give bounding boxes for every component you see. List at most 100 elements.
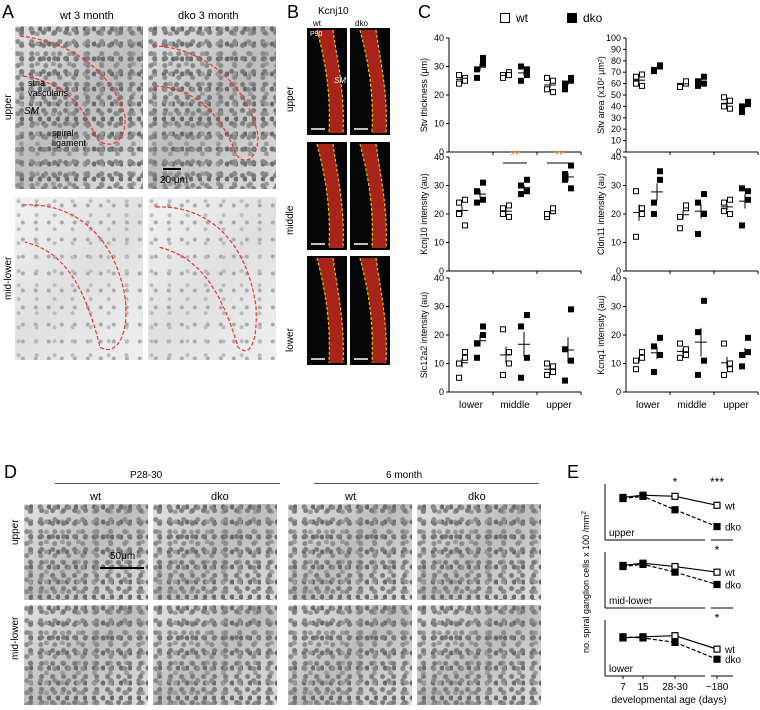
dko-point <box>568 306 574 313</box>
wt-point <box>462 222 468 229</box>
dko-line <box>622 636 676 643</box>
dko-point <box>695 230 701 237</box>
dko-point <box>695 329 701 336</box>
y-axis-label: Stv thickness (μm) <box>419 58 429 132</box>
dko-point <box>524 354 530 361</box>
wt-point <box>727 366 733 373</box>
panel-a-upper-wt-image <box>15 26 143 189</box>
wt-point <box>677 354 683 361</box>
panel-b-row-middle: middle <box>285 205 296 235</box>
scatter-plot-C5: 0 10 20 30 40 Slc12a2 intensity (au) lower midd… <box>419 273 582 411</box>
wt-point <box>721 94 727 101</box>
dko-point <box>745 334 751 341</box>
dko-label: dko <box>725 580 742 591</box>
panel-d-row-upper: upper <box>10 519 21 545</box>
wt-point <box>683 78 689 85</box>
dko-point <box>524 188 530 195</box>
wt-point <box>633 80 639 87</box>
dko-point <box>562 86 568 93</box>
panel-b-tag: P90 <box>310 31 323 38</box>
wt-point <box>506 349 512 356</box>
dko-point <box>739 222 745 229</box>
wt-point <box>456 211 462 217</box>
dko-point <box>518 182 524 189</box>
dko-point <box>474 66 480 73</box>
wt-point <box>633 73 639 80</box>
wt-point <box>727 211 733 217</box>
panel-d-group2: 6 month <box>386 470 423 481</box>
subplot-label: mid-lower <box>609 596 653 607</box>
wt-point <box>639 205 645 212</box>
panel-a-col-wt: wt 3 month <box>60 10 114 22</box>
y-tick-label: 10 <box>434 119 444 129</box>
x-tick-label: lower <box>636 400 661 411</box>
wt-point <box>639 211 645 217</box>
panel-b-image-lower-wt <box>307 256 347 365</box>
wt-point <box>456 80 462 87</box>
wt-point <box>721 199 727 206</box>
wt-point <box>713 645 721 653</box>
dko-point <box>745 188 751 195</box>
y-tick-label: 70 <box>611 67 621 77</box>
panel-d-upper-p28-wt <box>24 504 148 600</box>
dko-point <box>657 63 663 70</box>
subplot-label: upper <box>609 528 635 539</box>
y-tick-label: 20 <box>434 209 444 219</box>
y-tick-label: 100 <box>606 33 621 43</box>
y-tick-label: 10 <box>434 359 444 369</box>
dko-point <box>619 562 627 571</box>
panel-d-letter: D <box>4 462 17 482</box>
y-tick-label: 30 <box>434 181 444 191</box>
x-tick-label: 28-30 <box>662 682 688 693</box>
legend-wt-label: wt <box>516 11 528 25</box>
dko-point <box>671 568 679 576</box>
wt-label: wt <box>724 568 735 579</box>
dko-point <box>480 196 486 203</box>
dko-point <box>524 66 530 73</box>
dko-point <box>568 185 574 192</box>
dko-point <box>701 211 707 217</box>
dko-point <box>524 312 530 319</box>
y-axis-label: no. spiral ganglion cells x 100 /mm2 <box>581 511 592 653</box>
y-tick-label: 0 <box>616 147 621 157</box>
panel-d-col-3: wt <box>345 491 356 503</box>
y-tick-label: 0 <box>616 387 621 397</box>
y-tick-label: 60 <box>611 79 621 89</box>
dko-point <box>480 332 486 338</box>
label-spiral-ligament: spiral ligament <box>52 128 87 148</box>
wt-point <box>633 188 639 195</box>
dko-point <box>695 199 701 206</box>
y-tick-label: 0 <box>439 147 444 157</box>
wt-point <box>506 202 512 209</box>
y-axis-label: Kcnj10 intensity (au) <box>419 173 429 255</box>
wt-point <box>639 82 645 89</box>
dko-point <box>480 179 486 186</box>
wt-point <box>633 233 639 240</box>
dko-point <box>480 54 486 61</box>
wt-line-late <box>674 565 718 573</box>
wt-point <box>727 97 733 104</box>
y-axis-label: Kcnq1 intensity (au) <box>596 295 606 375</box>
y-tick-label: 10 <box>611 359 621 369</box>
significance-label: ** <box>510 148 520 162</box>
panel-d-upper-6m-dko <box>417 504 541 600</box>
legend-dko-marker <box>567 13 577 23</box>
y-tick-label: 40 <box>611 152 621 162</box>
wt-point <box>456 360 462 367</box>
x-tick-label: 7 <box>620 682 626 693</box>
y-tick-label: 10 <box>434 238 444 248</box>
wt-point <box>462 354 468 361</box>
wt-point <box>462 349 468 356</box>
dko-point <box>619 494 627 503</box>
dko-point <box>518 191 524 198</box>
panel-d-group1: P28-30 <box>130 470 163 481</box>
wt-point <box>639 354 645 361</box>
dko-point <box>524 72 530 79</box>
panel-b-col-wt: wt <box>313 19 321 28</box>
dko-point <box>562 346 568 353</box>
scatter-plot-C1: 0 10 20 30 40 Stv thickness (μm) <box>419 33 582 157</box>
wt-point <box>544 211 550 217</box>
wt-point <box>462 196 468 203</box>
panel-d-midlower-6m-wt <box>288 605 412 705</box>
